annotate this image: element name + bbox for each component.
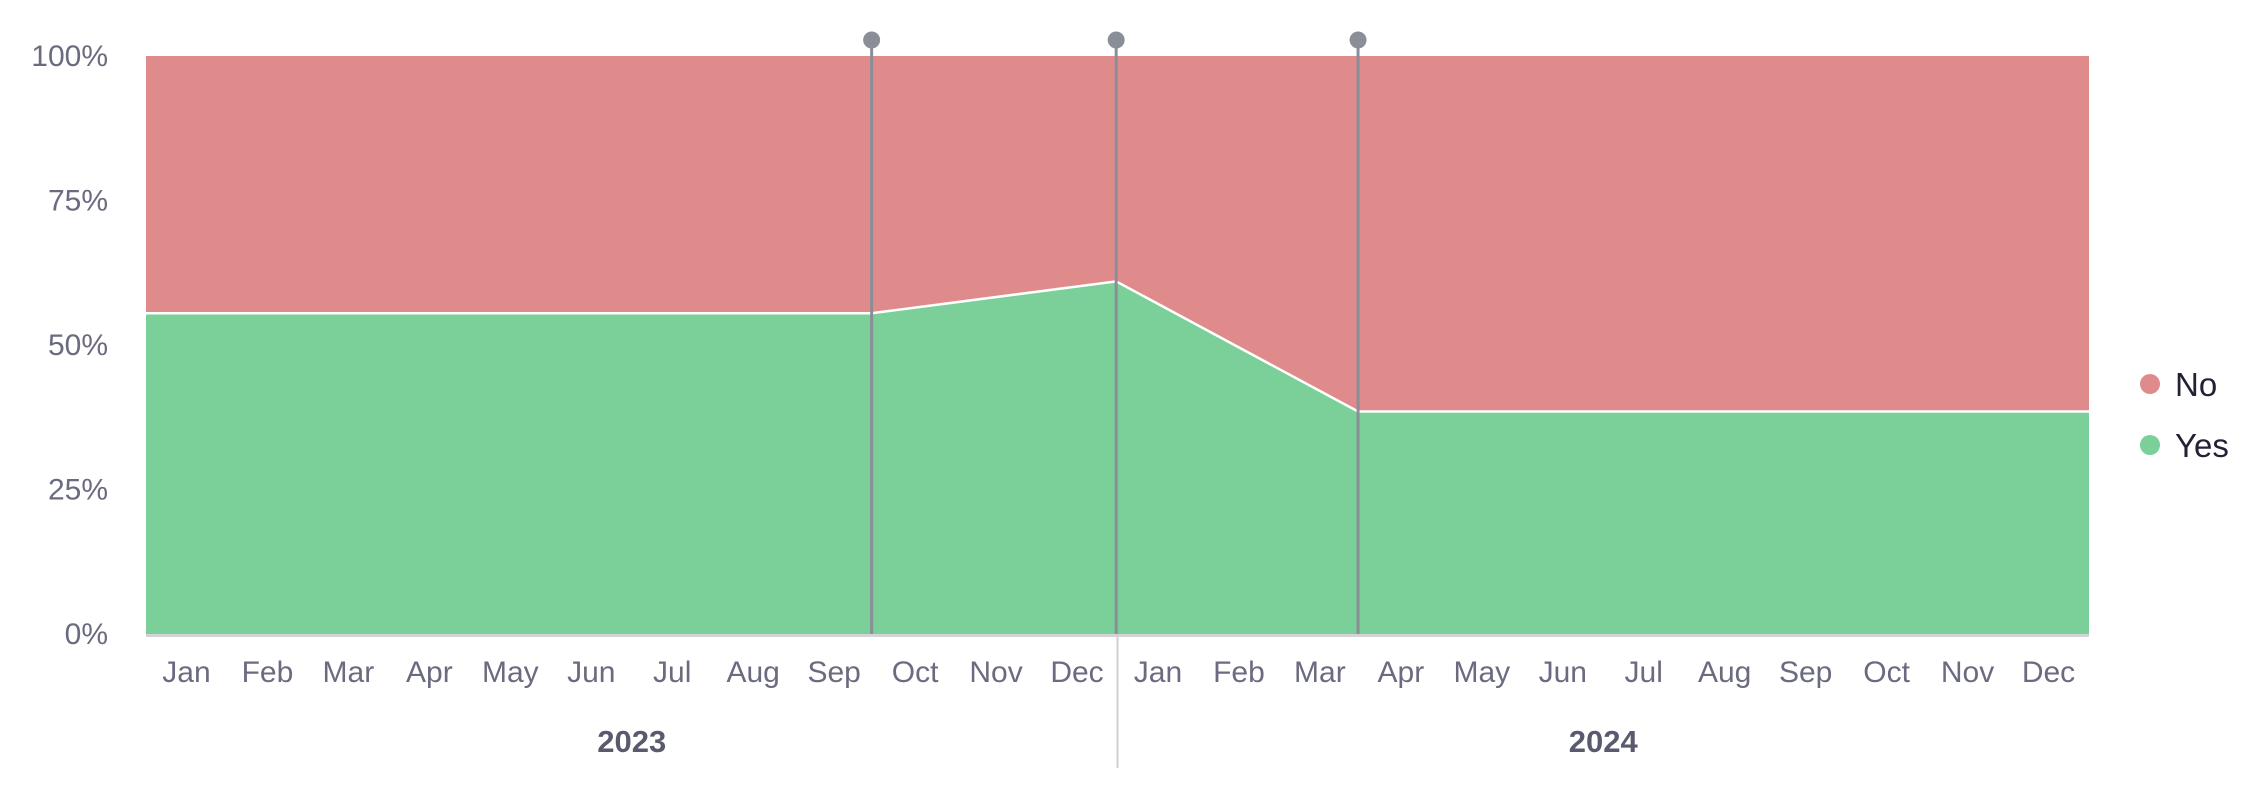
legend-label-yes: Yes [2175,427,2229,464]
event-marker-dot [863,31,881,49]
y-tick-label: 100% [31,40,108,73]
y-axis: 0% 25% 50% 75% 100% [31,40,108,651]
year-label: 2024 [1569,724,1639,759]
x-axis: Jan Feb Mar Apr May Jun Jul Aug Sep Oct Nov Dec Jan F… [146,634,2089,768]
x-tick-label: Jun [1539,656,1587,689]
x-tick-label: Apr [1378,656,1425,689]
x-tick-label: Jul [653,656,691,689]
x-tick-label: May [482,656,539,689]
x-tick-label: Feb [1213,656,1265,689]
x-tick-label: Apr [406,656,453,689]
x-tick-label: Jan [162,656,210,689]
y-tick-label: 25% [48,474,108,507]
x-tick-label: Feb [242,656,294,689]
year-label: 2023 [597,724,666,759]
x-tick-label: Nov [1941,656,1994,689]
x-tick-label: Oct [892,656,939,689]
x-tick-label: Nov [969,656,1022,689]
x-tick-label: Sep [1779,656,1832,689]
x-tick-label: Sep [807,656,860,689]
x-tick-label: Oct [1863,656,1910,689]
legend-swatch-yes [2140,435,2160,455]
legend: No Yes [2140,366,2229,464]
x-tick-label: Jan [1134,656,1182,689]
y-tick-label: 0% [65,618,108,651]
legend-swatch-no [2140,374,2160,394]
event-marker-dot [1107,31,1125,49]
x-tick-label: Aug [1698,656,1751,689]
y-tick-label: 75% [48,185,108,218]
event-marker-dot [1349,31,1367,49]
y-tick-label: 50% [48,329,108,362]
x-tick-label: Dec [2022,656,2075,689]
x-tick-label: Mar [323,656,375,689]
x-tick-label: Jun [567,656,615,689]
x-tick-label: May [1453,656,1510,689]
legend-label-no: No [2175,366,2217,403]
event-markers [863,31,1367,634]
x-tick-label: Jul [1625,656,1663,689]
x-tick-label: Aug [726,656,779,689]
x-tick-label: Mar [1294,656,1346,689]
x-tick-label: Dec [1050,656,1103,689]
